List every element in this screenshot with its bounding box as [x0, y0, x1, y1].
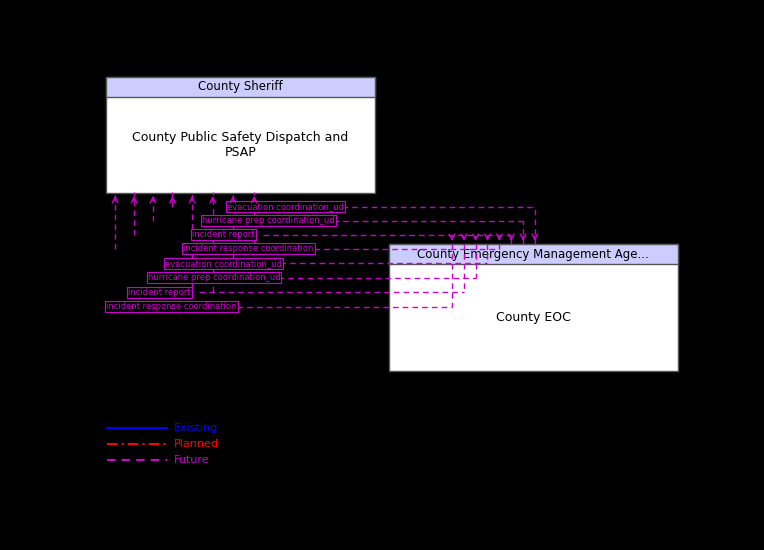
Text: County EOC: County EOC: [496, 311, 571, 324]
Bar: [389, 244, 678, 264]
Text: evacuation coordination_ud: evacuation coordination_ud: [227, 202, 344, 211]
Text: incident report: incident report: [128, 288, 190, 296]
Bar: [105, 76, 375, 97]
Text: incident response coordination: incident response coordination: [106, 302, 237, 311]
Text: hurricane prep coordination_ud: hurricane prep coordination_ud: [147, 273, 280, 282]
Text: incident report: incident report: [192, 230, 254, 239]
Bar: [105, 76, 375, 193]
Text: Existing: Existing: [173, 423, 218, 433]
Text: evacuation coordination_ud: evacuation coordination_ud: [165, 259, 282, 268]
Text: County Public Safety Dispatch and
PSAP: County Public Safety Dispatch and PSAP: [132, 131, 348, 159]
Text: hurricane prep coordination_ud: hurricane prep coordination_ud: [202, 216, 335, 225]
Bar: [389, 244, 678, 371]
Text: County Emergency Management Age...: County Emergency Management Age...: [417, 248, 649, 261]
Text: incident response coordination: incident response coordination: [183, 244, 313, 254]
Text: Future: Future: [173, 455, 209, 465]
Text: Planned: Planned: [173, 439, 219, 449]
Text: County Sheriff: County Sheriff: [198, 80, 283, 94]
